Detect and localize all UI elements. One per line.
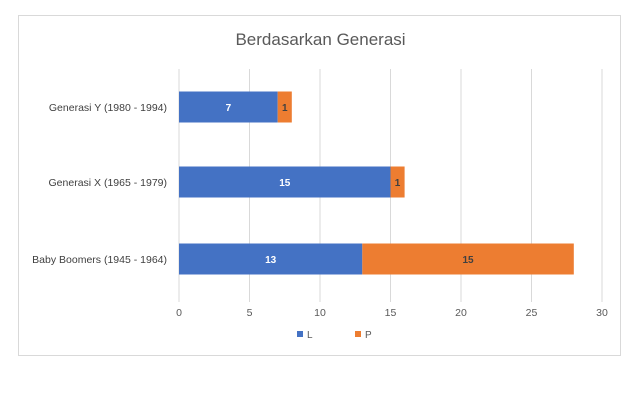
x-tick-label: 10 (314, 307, 326, 319)
x-tick-label: 0 (176, 307, 182, 319)
chart-plot: 0 5 10 15 20 25 30 Generasi Y (1980 - 1994) Gene… (32, 69, 608, 341)
chart-frame: Berdasarkan Generasi 0 5 10 15 20 25 30 Generas… (18, 15, 621, 356)
bar-l (179, 166, 391, 198)
legend-label: L (307, 330, 313, 341)
bar-l (179, 91, 278, 123)
category-label: Generasi Y (1980 - 1994) (49, 102, 167, 114)
x-tick-label: 30 (596, 307, 608, 319)
legend-label: P (365, 330, 372, 341)
data-label: 1 (395, 178, 401, 189)
category-label: Baby Boomers (1945 - 1964) (32, 254, 167, 266)
bar-p (390, 166, 405, 198)
x-tick-label: 5 (247, 307, 253, 319)
x-tick-label: 20 (455, 307, 467, 319)
data-label: 15 (462, 255, 474, 266)
category-label: Generasi X (1965 - 1979) (49, 177, 167, 189)
x-tick-label: 15 (385, 307, 397, 319)
data-label: 1 (282, 103, 288, 114)
data-label: 13 (265, 255, 277, 266)
x-tick-label: 25 (526, 307, 538, 319)
data-label: 7 (226, 103, 232, 114)
legend-marker-p (355, 331, 361, 337)
bar-l (179, 243, 363, 275)
data-label: 15 (279, 178, 291, 189)
chart-title: Berdasarkan Generasi (235, 30, 406, 49)
bar-p (362, 243, 574, 275)
bar-p (277, 91, 292, 123)
legend-marker-l (297, 331, 303, 337)
